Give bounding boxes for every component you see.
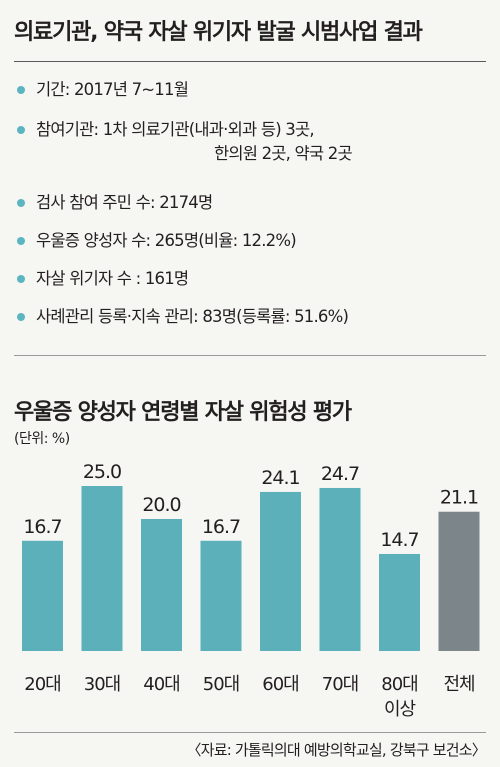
fact-text: 참여기관: 1차 의료기관(내과·외과 등) 3곳,	[36, 120, 315, 139]
footer-divider	[14, 732, 486, 733]
value-label-2: 20.0	[142, 494, 180, 516]
bar-2	[141, 519, 182, 651]
source-note: 〈자료: 가톨릭의대 예방의학교실, 강북구 보건소〉	[186, 741, 487, 759]
fact-text: 기간: 2017년 7~11월	[36, 80, 189, 99]
value-label-4: 24.1	[261, 467, 299, 489]
category-label-1: 30대	[84, 674, 120, 695]
fact-text-continued: 한의원 2곳, 약국 2곳	[214, 144, 353, 163]
bar-6	[379, 553, 420, 651]
category-label-2: 40대	[143, 674, 179, 695]
category-label-6-line-1: 이상	[384, 699, 416, 720]
fact-suicide-risk: 자살 위기자 수 : 161명	[14, 267, 189, 291]
fact-text: 검사 참여 주민 수: 2174명	[36, 193, 213, 212]
bar-5	[319, 487, 361, 651]
fact-case-management: 사례관리 등록·지속 관리: 83명(등록률: 51.6%)	[14, 305, 349, 329]
value-label-5: 24.7	[321, 463, 359, 485]
value-label-3: 16.7	[202, 516, 240, 538]
bullet-dot-icon	[17, 275, 25, 283]
value-label-0: 16.7	[23, 516, 61, 538]
bullet-dot-icon	[17, 199, 25, 207]
chart-title: 우울증 양성자 연령별 자살 위험성 평가	[14, 400, 352, 425]
summary-title: 의료기관, 약국 자살 위기자 발굴 시범사업 결과	[14, 20, 423, 45]
category-label-5: 70대	[322, 674, 358, 695]
fact-text: 우울증 양성자 수: 265명(비율: 12.2%)	[36, 231, 297, 250]
bullet-dot-icon	[17, 313, 25, 321]
bar-7	[438, 511, 480, 651]
bullet-dot-icon	[17, 126, 25, 134]
category-label-7: 전체	[443, 674, 474, 695]
value-label-6: 14.7	[380, 529, 418, 551]
bullet-dot-icon	[17, 237, 25, 245]
bar-3	[200, 540, 242, 651]
fact-depression-positive: 우울증 양성자 수: 265명(비율: 12.2%)	[14, 229, 297, 253]
bar-1	[81, 486, 123, 651]
fact-period: 기간: 2017년 7~11월	[14, 78, 189, 102]
bullet-dot-icon	[17, 86, 25, 94]
fact-institutions: 참여기관: 1차 의료기관(내과·외과 등) 3곳, 한의원 2곳, 약국 2곳	[14, 118, 353, 166]
value-label-7: 21.1	[440, 487, 478, 509]
bar-4	[260, 491, 301, 651]
bar-0	[22, 540, 63, 651]
title-divider	[14, 61, 486, 62]
category-label-4: 60대	[262, 674, 298, 695]
section-divider	[14, 355, 486, 356]
value-label-1: 25.0	[83, 461, 121, 483]
unit-label: (단위: %)	[14, 431, 70, 447]
fact-text: 자살 위기자 수 : 161명	[36, 269, 189, 288]
fact-text: 사례관리 등록·지속 관리: 83명(등록률: 51.6%)	[36, 307, 349, 326]
category-label-6-line-0: 80대	[381, 674, 417, 695]
category-label-3: 50대	[203, 674, 239, 695]
category-label-0: 20대	[24, 674, 60, 695]
fact-participants: 검사 참여 주민 수: 2174명	[14, 191, 213, 215]
